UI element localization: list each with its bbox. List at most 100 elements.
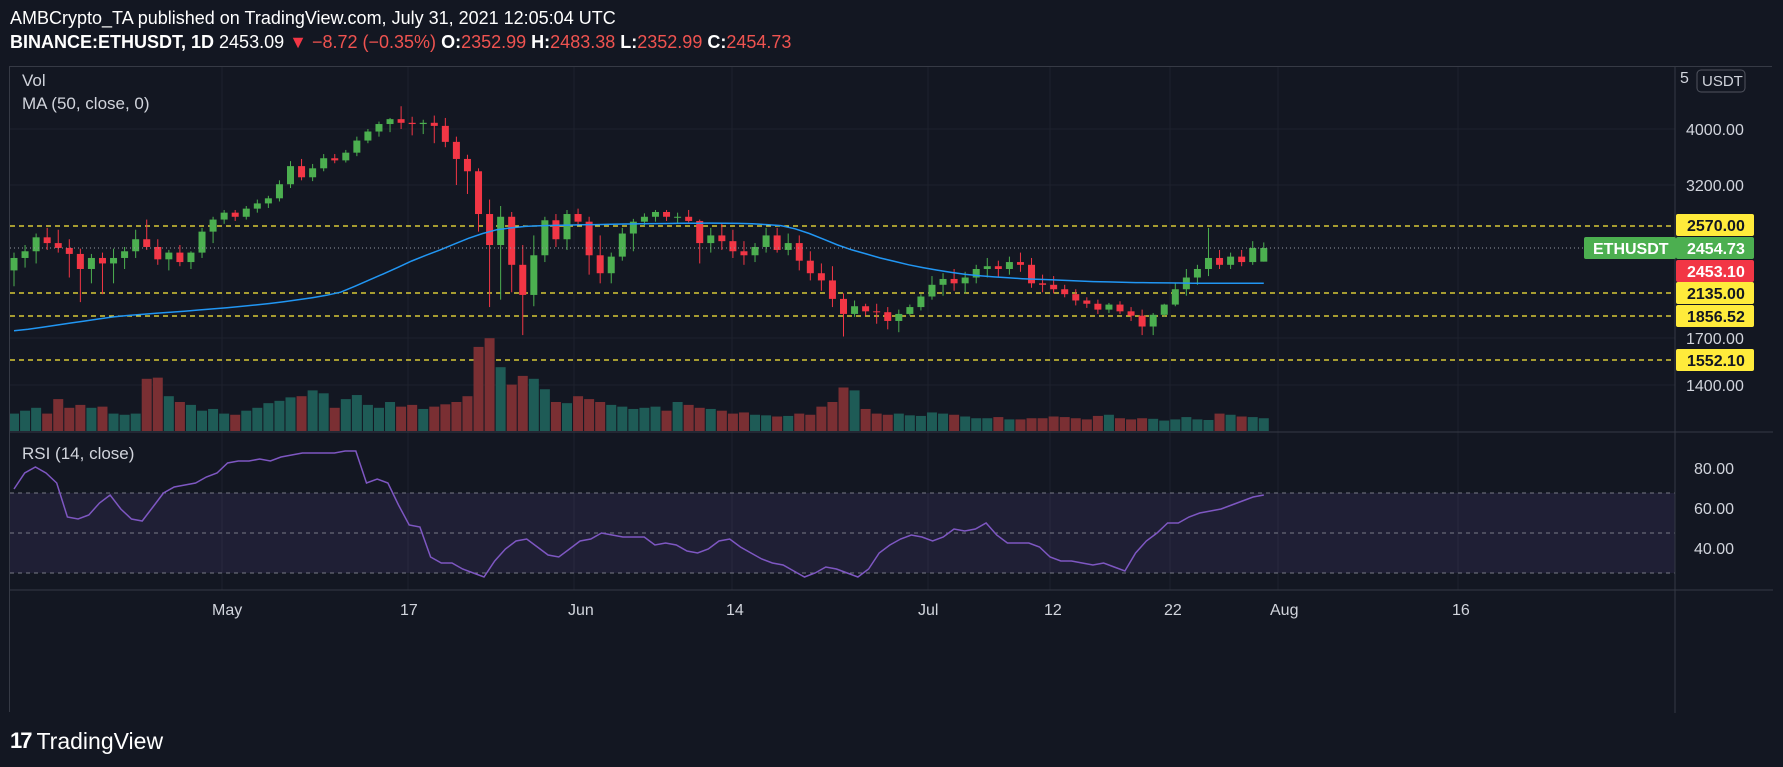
volume-bar — [1115, 418, 1125, 431]
candle-body — [397, 119, 405, 123]
candle-body — [762, 235, 770, 247]
time-tick: 16 — [1452, 602, 1470, 619]
candle-body — [906, 307, 914, 314]
time-tick: Jul — [918, 602, 938, 619]
candle-body — [353, 140, 361, 153]
ohlc-line: BINANCE:ETHUSDT, 1D 2453.09 ▼ −8.72 (−0.… — [10, 32, 791, 53]
price-level-lines — [10, 225, 1675, 361]
candle-body — [1160, 304, 1168, 315]
candle-body — [264, 198, 272, 204]
candle-body — [961, 277, 969, 284]
level-tag-bg — [1676, 305, 1754, 327]
candle-body — [840, 298, 847, 314]
level-tag-bg — [1676, 349, 1754, 371]
last-price: 2453.09 — [219, 32, 285, 52]
volume-bar — [617, 406, 628, 431]
tradingview-logo[interactable]: 17 TradingView — [10, 728, 163, 754]
volume-bar — [738, 412, 749, 431]
candle-body — [784, 243, 792, 250]
volume-bar — [440, 404, 451, 431]
price-tick-top: 5 — [1680, 70, 1689, 87]
volume-bar — [871, 413, 882, 431]
time-tick: 17 — [400, 602, 418, 619]
volume-bar — [650, 406, 661, 431]
candle-body — [209, 219, 217, 232]
volume-bar — [606, 404, 617, 431]
volume-bar — [307, 390, 318, 431]
ma-legend[interactable]: MA (50, close, 0) — [22, 94, 150, 113]
candle-body — [364, 131, 372, 141]
volume-bar — [451, 402, 462, 431]
volume-bar — [1059, 417, 1070, 431]
candle-body — [607, 256, 615, 274]
vol-legend[interactable]: Vol — [22, 71, 46, 90]
time-axis[interactable]: May 17 Jun 14 Jul 12 22 Aug 16 — [212, 602, 1470, 619]
candle-body — [1005, 262, 1013, 269]
chart-svg[interactable]: Vol MA (50, close, 0) RSI (14, close) 5 … — [9, 67, 1773, 713]
candle-body — [773, 235, 781, 250]
candle-body — [1105, 304, 1113, 310]
tradingview-logo-icon: 17 — [10, 728, 33, 753]
volume-bar — [1159, 420, 1170, 431]
candle-body — [1216, 257, 1224, 265]
volume-bar — [938, 413, 949, 431]
candles[interactable] — [10, 106, 1268, 337]
close-value: 2454.73 — [726, 32, 792, 52]
volume-bar — [263, 403, 274, 431]
symbol-label: BINANCE:ETHUSDT, 1D — [10, 32, 215, 52]
last-tag-bg — [1676, 260, 1754, 282]
candle-body — [331, 158, 339, 161]
author-name[interactable]: AMBCrypto_TA — [10, 8, 133, 28]
volume-bar — [993, 417, 1004, 431]
time-tick: 22 — [1164, 602, 1182, 619]
candle-body — [21, 251, 29, 258]
high-value: 2483.38 — [550, 32, 616, 52]
price-tick: 1400.00 — [1686, 378, 1744, 395]
volume-bar — [495, 367, 506, 431]
candle-body — [1193, 268, 1201, 278]
candle-body — [674, 216, 682, 218]
volume-bar — [1015, 419, 1026, 431]
candle-body — [873, 311, 881, 313]
candle-body — [419, 122, 427, 125]
volume-bar — [185, 404, 196, 431]
level-tag-text: 2570.00 — [1687, 218, 1745, 235]
candle-body — [1171, 289, 1179, 305]
candle-body — [1227, 256, 1235, 265]
volume-bar — [197, 410, 208, 431]
volume-bar — [174, 402, 185, 431]
volume-bar — [1214, 413, 1225, 431]
volume-bar — [838, 387, 849, 431]
volume-bar — [1258, 418, 1269, 431]
rsi-legend[interactable]: RSI (14, close) — [22, 444, 134, 463]
volume-bar — [473, 346, 484, 431]
chart-frame[interactable]: Vol MA (50, close, 0) RSI (14, close) 5 … — [9, 66, 1773, 713]
candle-body — [1061, 289, 1069, 295]
rsi-axis[interactable]: 80.00 60.00 40.00 — [1694, 461, 1734, 558]
currency-button-label[interactable]: USDT — [1702, 73, 1743, 90]
candle-body — [563, 214, 571, 240]
volume-bar — [694, 407, 705, 431]
volume-bar — [163, 396, 174, 431]
candle-body — [508, 216, 516, 265]
volume-bar — [1103, 414, 1114, 431]
candle-body — [375, 124, 383, 132]
rsi-tick: 40.00 — [1694, 541, 1734, 558]
candle-body — [287, 166, 294, 185]
candle-body — [320, 158, 328, 169]
time-tick: May — [212, 602, 242, 619]
volume-bar — [1092, 415, 1103, 431]
currency-button[interactable]: USDT — [1696, 69, 1746, 93]
candle-body — [176, 252, 184, 263]
currency-button-bg[interactable] — [1696, 69, 1746, 93]
price-axis[interactable]: 5 4000.00 3200.00 1700.00 1400.00 — [1680, 70, 1744, 395]
candle-body — [530, 255, 538, 295]
volume-bar — [407, 404, 418, 431]
volume-bar — [1236, 416, 1247, 431]
price-tick: 3200.00 — [1686, 178, 1744, 195]
volume-bar — [750, 414, 761, 431]
volume-bar — [639, 407, 650, 431]
candle-body — [618, 233, 626, 257]
candle-body — [132, 239, 140, 252]
candle-body — [696, 220, 704, 244]
